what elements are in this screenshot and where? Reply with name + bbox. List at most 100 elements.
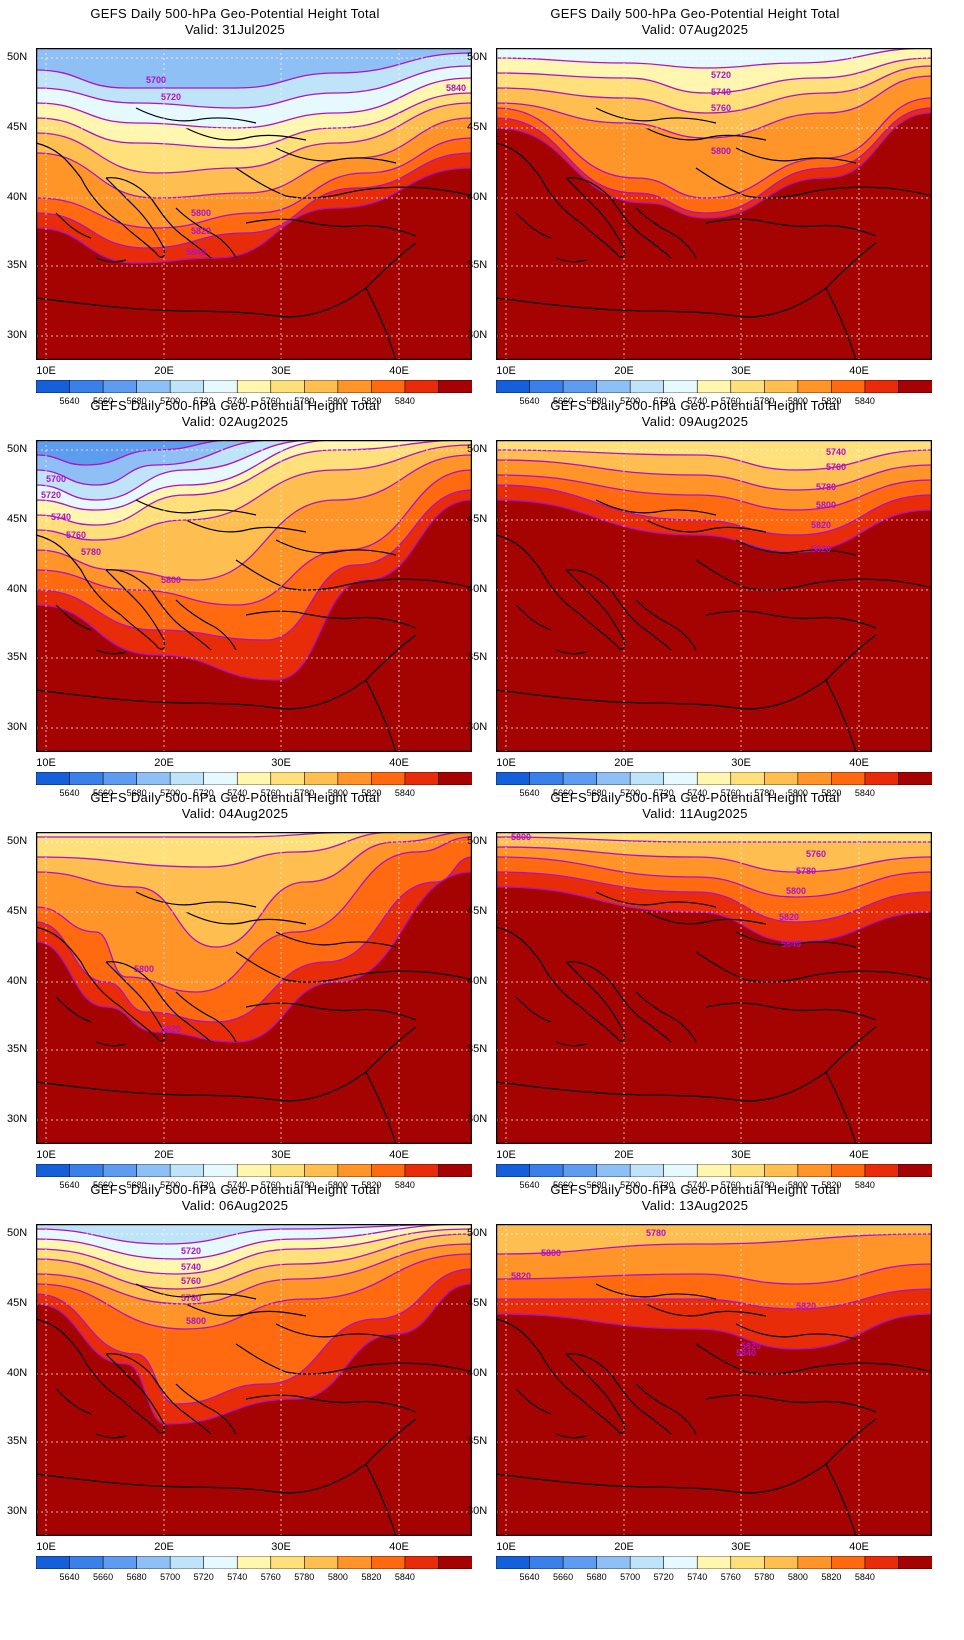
height-band (36, 1234, 472, 1304)
contour-label: 5720 (161, 92, 181, 102)
colorbar-swatch (270, 1556, 306, 1569)
height-band (36, 470, 472, 640)
colorbar-tick-label: 5760 (720, 1572, 741, 1582)
coastline (235, 167, 472, 199)
coastline (185, 519, 307, 533)
coastline (55, 996, 127, 1047)
colorbar-tick-label: 5740 (687, 1180, 708, 1190)
map-frame (36, 1224, 472, 1536)
height-map: 5800 5820 (36, 832, 472, 1144)
colorbar-tick-label: 5700 (160, 396, 181, 406)
colorbar-tick-label: 5800 (327, 396, 348, 406)
coastline (595, 891, 717, 908)
contour-label: 5820 (811, 544, 831, 554)
contour-line (496, 484, 932, 536)
longitude-tick-label: 40E (849, 1149, 869, 1161)
colorbar-tick-label: 5720 (193, 1180, 214, 1190)
height-band (36, 168, 472, 360)
coastline (496, 926, 626, 1042)
latitude-tick-label: 35N (467, 1435, 488, 1447)
colorbar-tick-label: 5660 (553, 1572, 574, 1582)
colorbar-tick-label: 5680 (126, 1572, 147, 1582)
colorbar-tick-label: 5700 (620, 788, 641, 798)
colorbar-tick-label: 5840 (854, 788, 875, 798)
colorbar-tick-label: 5660 (93, 1572, 114, 1582)
height-band (496, 887, 932, 1144)
coastline (705, 1002, 877, 1021)
height-band (36, 440, 472, 485)
colorbar-tick-label: 5640 (519, 1180, 540, 1190)
height-band (36, 455, 472, 605)
height-band (36, 445, 472, 580)
longitude-tick-label: 30E (271, 1149, 291, 1161)
latitude-tick-label: 45N (7, 905, 28, 917)
latitude-tick-label: 40N (467, 975, 488, 987)
colorbar-tick-label: 5760 (720, 788, 741, 798)
colorbar-tick-label: 5700 (160, 1572, 181, 1582)
coastline (565, 569, 672, 651)
coastline (496, 1418, 877, 1494)
colorbar-tick-label: 5720 (653, 788, 674, 798)
colorbar-swatch (629, 1556, 665, 1569)
longitude-tick-label: 10E (36, 1149, 56, 1161)
longitude-tick-label: 10E (496, 1149, 516, 1161)
contour-line (496, 48, 932, 69)
height-map: 5720 5740 5760 5780 5800 (36, 1224, 472, 1536)
contour-line (36, 1268, 472, 1405)
coastline (365, 1463, 397, 1536)
contour-line (496, 112, 932, 219)
height-map: 5700 5720 5740 5760 5780 5800 (36, 440, 472, 752)
latitude-tick-label: 40N (7, 191, 28, 203)
height-band (36, 872, 472, 1144)
latitude-tick-label: 30N (7, 1505, 28, 1517)
latitude-tick-label: 45N (467, 121, 488, 133)
height-band (496, 857, 932, 922)
map-frame (36, 832, 472, 1144)
contour-label: 5760 (181, 1276, 201, 1286)
height-band (36, 832, 472, 867)
colorbar-tick-label: 5840 (394, 788, 415, 798)
latitude-tick-label: 35N (7, 1435, 28, 1447)
colorbar-tick-label: 5660 (93, 1180, 114, 1190)
latitude-tick-label: 40N (7, 1367, 28, 1379)
panel-title: GEFS Daily 500-hPa Geo-Potential Height … (90, 398, 380, 413)
panel-valid-date: Valid: 11Aug2025 (642, 806, 748, 821)
longitude-tick-label: 40E (389, 757, 409, 769)
latitude-tick-label: 30N (7, 721, 28, 733)
latitude-tick-label: 40N (467, 1367, 488, 1379)
latitude-tick-label: 50N (7, 1227, 28, 1239)
colorbar-tick-label: 5760 (720, 1180, 741, 1190)
colorbar-tick-label: 5820 (361, 1180, 382, 1190)
colorbar-tick-label: 5640 (59, 396, 80, 406)
colorbar-tick-label: 5820 (361, 1572, 382, 1582)
contour-label: 5840 (736, 1348, 756, 1358)
contour-label: 5760 (711, 103, 731, 113)
contour-label: 5800 (541, 1248, 561, 1258)
map-frame (496, 48, 932, 360)
colorbar-swatch (36, 1556, 71, 1569)
contour-line (36, 489, 472, 641)
map-panel: GEFS Daily 500-hPa Geo-Potential Height … (0, 392, 472, 802)
colorbar-swatch (69, 1556, 104, 1569)
map-panel: GEFS Daily 500-hPa Geo-Potential Height … (460, 784, 932, 1194)
coastline (825, 287, 857, 360)
coastline (565, 177, 672, 259)
colorbar-swatch (898, 772, 932, 785)
map-frame (496, 832, 932, 1144)
height-band (496, 847, 932, 897)
height-map-svg: 5800 5820 (36, 832, 472, 1144)
map-panel: GEFS Daily 500-hPa Geo-Potential Height … (0, 1176, 472, 1586)
coastline (275, 147, 397, 164)
height-band (36, 440, 472, 500)
colorbar-tick-label: 5800 (787, 396, 808, 406)
coastline (515, 604, 587, 655)
coastline (645, 911, 767, 925)
colorbar-tick-label: 5760 (260, 1180, 281, 1190)
height-map-svg: 5700 5720 5800 5820 5840 5840 (36, 48, 472, 360)
latitude-tick-label: 50N (467, 1227, 488, 1239)
coastline (365, 287, 397, 360)
colorbar-tick-label: 5780 (294, 788, 315, 798)
height-band (496, 485, 932, 552)
contour-label: 5820 (796, 1301, 816, 1311)
height-map: 5740 5760 5780 5800 5820 5820 (496, 440, 932, 752)
